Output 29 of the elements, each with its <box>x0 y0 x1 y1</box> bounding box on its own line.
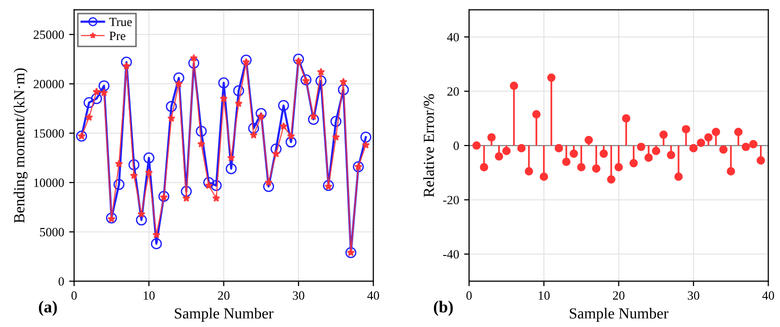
y-tick-label: 0 <box>454 142 459 150</box>
x-tick-label: 0 <box>71 291 77 300</box>
x-tick-label: 40 <box>367 291 380 300</box>
x-tick-label: 20 <box>218 291 230 300</box>
y-tick-label: 0 <box>58 277 64 286</box>
x-tick-label: 10 <box>144 291 155 300</box>
y-tick-label: 5000 <box>40 228 64 236</box>
y-tick-label: -40 <box>443 250 459 259</box>
x-axis-title: Sample Number <box>174 308 274 322</box>
x-tick-label: 30 <box>292 291 304 300</box>
text: (b) <box>434 300 453 316</box>
y-tick-label: 10000 <box>34 178 64 187</box>
y-axis-title: Bending moment/(kN·m) <box>14 68 28 223</box>
y-tick-label: 15000 <box>34 129 64 138</box>
x-tick-label: 40 <box>762 291 774 300</box>
y-tick-label: 25000 <box>34 30 64 39</box>
y-tick-label: 20 <box>447 87 459 96</box>
x-tick-label: 0 <box>466 291 472 300</box>
x-tick-label: 30 <box>688 291 700 300</box>
x-axis-title: Sample Number <box>570 308 668 322</box>
y-axis-title: Relative Error/% <box>423 94 434 198</box>
legend-label: Pre <box>109 32 126 40</box>
text: (a) <box>38 300 57 316</box>
y-tick-label: 20000 <box>34 80 64 88</box>
x-tick-label: 20 <box>612 291 624 300</box>
x-tick-label: 10 <box>538 291 550 300</box>
legend-label: True <box>109 18 132 26</box>
y-tick-label: 40 <box>447 32 459 42</box>
y-tick-label: -20 <box>443 196 459 204</box>
